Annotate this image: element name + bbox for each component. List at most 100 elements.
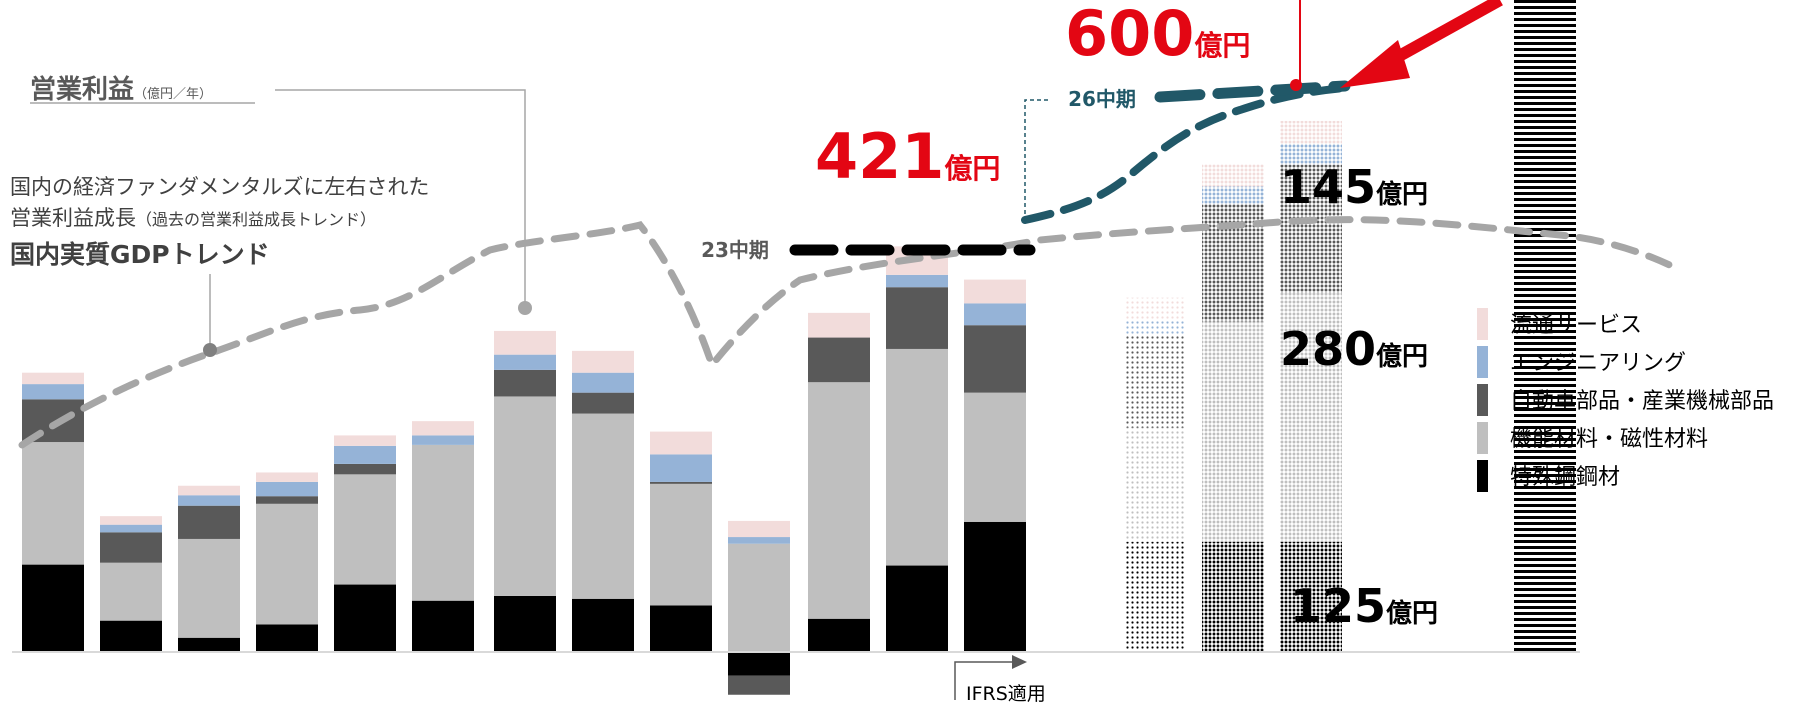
bar-11-segment-0: [886, 565, 948, 652]
red-target-dot: [1290, 79, 1302, 91]
bar-10-segment-2: [808, 337, 870, 383]
plan26-line: [1021, 84, 1349, 224]
legend-label-0: 特殊鋼鋼材: [1510, 465, 1620, 490]
bar-12-segment-3: [964, 303, 1026, 326]
legend-label-2: 自動車部品・産業機械部品: [1510, 389, 1774, 414]
value-600: 600億円: [1065, 0, 1250, 70]
value-145: 145億円: [1280, 160, 1428, 214]
bar-11-segment-3: [886, 274, 948, 288]
bar-12-segment-4: [964, 279, 1026, 304]
desc-line2: 営業利益成長（過去の営業利益成長トレンド）: [10, 206, 376, 230]
bar-0-segment-1: [22, 442, 84, 565]
bar-15-segment-2: [1280, 164, 1342, 293]
bar-7-segment-2: [572, 392, 634, 414]
target-bar-lined: [1514, 0, 1576, 652]
desc-line1: 国内の経済ファンダメンタルズに左右された: [10, 175, 429, 199]
bar-13-segment-3: [1124, 321, 1186, 335]
bar-9-segment-1: [728, 543, 790, 652]
bar-4-segment-1: [334, 474, 396, 585]
bar-12-segment-2: [964, 325, 1026, 393]
bar-7-segment-4: [572, 350, 634, 373]
bar-2-segment-1: [178, 538, 240, 638]
bar-9-segment-3: [728, 537, 790, 544]
bar-2-segment-0: [178, 637, 240, 652]
bar-14-segment-1: [1202, 321, 1264, 542]
bar-3-segment-4: [256, 472, 318, 482]
legend-swatch-2: [1477, 384, 1488, 416]
bar-12-segment-1: [964, 392, 1026, 522]
bar-6-segment-3: [494, 354, 556, 370]
bar-3-segment-0: [256, 624, 318, 652]
bar-1-segment-2: [100, 532, 162, 563]
gdp-trend-line: [18, 216, 1684, 449]
value-421: 421億円: [815, 120, 1000, 193]
bar-6-segment-0: [494, 595, 556, 652]
bar-1-segment-1: [100, 562, 162, 621]
plan26-bracket: [1024, 99, 1048, 222]
legend-swatch-0: [1477, 460, 1488, 492]
bar-13-segment-4: [1124, 297, 1186, 322]
bar-5-segment-4: [412, 421, 474, 436]
red-arrow-head: [1340, 40, 1410, 88]
bar-1-segment-3: [100, 524, 162, 533]
bar-15-segment-4: [1280, 120, 1342, 144]
ifrs-arrow-head: [1012, 655, 1027, 669]
bar-7-segment-3: [572, 372, 634, 393]
bar-4-segment-2: [334, 463, 396, 475]
bar-6-segment-2: [494, 369, 556, 397]
legend-swatch-3: [1477, 346, 1488, 378]
bar-11-segment-2: [886, 287, 948, 349]
bar-15-segment-1: [1280, 292, 1342, 542]
bar-15-segment-0: [1280, 541, 1342, 652]
bar-13-segment-0: [1124, 541, 1186, 652]
bar-3-segment-1: [256, 503, 318, 625]
bar-8-segment-0: [650, 605, 712, 652]
gdp-callout-dot: [203, 343, 217, 357]
bar-14-segment-4: [1202, 164, 1264, 187]
bar-0-segment-0: [22, 564, 84, 652]
bar-9-segment-0: [728, 652, 790, 676]
bar-10-segment-0: [808, 618, 870, 652]
bar-14-segment-0: [1202, 541, 1264, 652]
op-profit-label: 営業利益（億円／年）: [30, 75, 212, 105]
bar-13-segment-1: [1124, 427, 1186, 542]
ifrs-arrow: [954, 661, 1012, 700]
bar-2-segment-2: [178, 505, 240, 539]
bar-14-segment-3: [1202, 186, 1264, 205]
bar-7-segment-0: [572, 598, 634, 652]
bar-3-segment-3: [256, 481, 318, 497]
bar-0-segment-4: [22, 372, 84, 385]
plan26-label: 26中期: [1068, 87, 1136, 111]
legend-label-3: エンジニアリング: [1510, 351, 1686, 376]
op-profit-callout-dot: [518, 301, 532, 315]
bar-9-segment-4: [728, 520, 790, 538]
bar-1-segment-0: [100, 620, 162, 652]
legend-swatch-1: [1477, 422, 1488, 454]
op-profit-callout: [275, 89, 526, 308]
bar-5-segment-3: [412, 435, 474, 445]
stacked-bars: [22, 0, 1576, 695]
bar-5-segment-0: [412, 600, 474, 652]
bar-8-segment-4: [650, 431, 712, 455]
bar-11-segment-1: [886, 348, 948, 566]
bar-2-segment-3: [178, 495, 240, 506]
bar-8-segment-1: [650, 483, 712, 606]
bar-6-segment-4: [494, 330, 556, 355]
bar-13-segment-2: [1124, 334, 1186, 428]
plan23-label: 23中期: [701, 238, 769, 262]
legend-label-1: 機能材料・磁性材料: [1510, 427, 1708, 452]
bar-4-segment-3: [334, 445, 396, 464]
bar-0-segment-3: [22, 384, 84, 400]
ifrs-label: IFRS適用: [966, 683, 1046, 705]
bar-15-segment-3: [1280, 143, 1342, 165]
bar-2-segment-4: [178, 485, 240, 496]
plan26-horizontal: [1154, 80, 1351, 103]
bar-12-segment-0: [964, 521, 1026, 652]
bar-9-segment-2: [728, 675, 790, 695]
bar-4-segment-0: [334, 584, 396, 652]
bar-10-segment-1: [808, 382, 870, 619]
bar-8-segment-2: [650, 481, 712, 484]
bar-1-segment-4: [100, 516, 162, 525]
